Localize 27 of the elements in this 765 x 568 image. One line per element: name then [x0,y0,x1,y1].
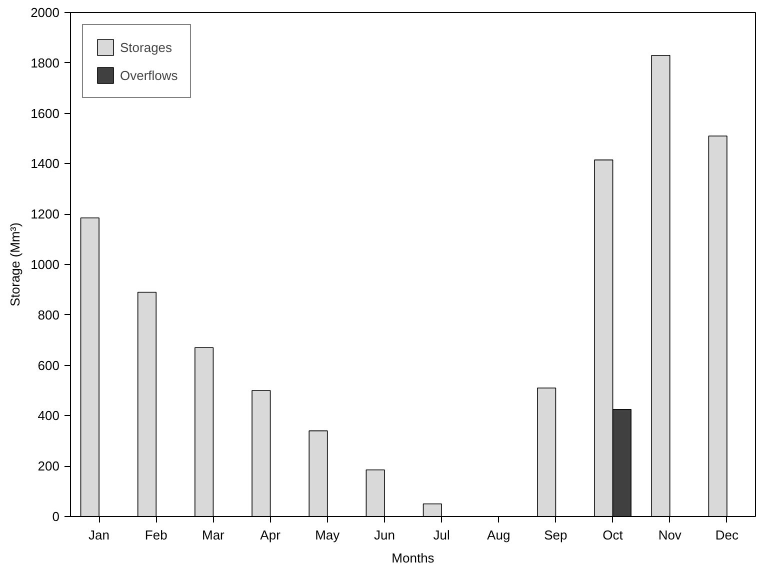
y-tick-label: 1000 [30,257,60,272]
x-tick-label: Mar [202,528,226,542]
y-tick-label: 800 [38,307,60,322]
x-tick-label: May [315,528,340,542]
x-axis-title: Months [392,550,435,566]
legend-label: Overflows [120,68,178,82]
y-tick-label: 1200 [30,206,60,222]
x-tick-label: Aug [487,528,510,542]
y-tick-label: 1600 [30,106,60,121]
x-tick-label: Sep [544,528,568,542]
y-tick-label: 400 [38,408,60,424]
x-tick-label: Jun [374,528,395,542]
y-tick-label: 200 [38,458,60,474]
y-axis-title: Storage (Mm³) [8,222,23,306]
x-tick-label: Jul [433,528,450,542]
legend-label: Storages [120,40,172,54]
y-tick-label: 1800 [30,55,60,70]
x-tick-label: Apr [260,528,282,542]
x-tick-label: Feb [144,528,168,542]
y-tick-label: 0 [52,509,60,524]
y-tick-label: 600 [38,358,60,373]
y-tick-label: 2000 [30,5,60,20]
y-tick-label: 1400 [30,156,60,172]
x-tick-label: Jan [88,528,110,542]
x-tick-label: Oct [602,528,624,542]
x-tick-label: Nov [658,528,682,542]
x-tick-label: Dec [715,528,740,542]
